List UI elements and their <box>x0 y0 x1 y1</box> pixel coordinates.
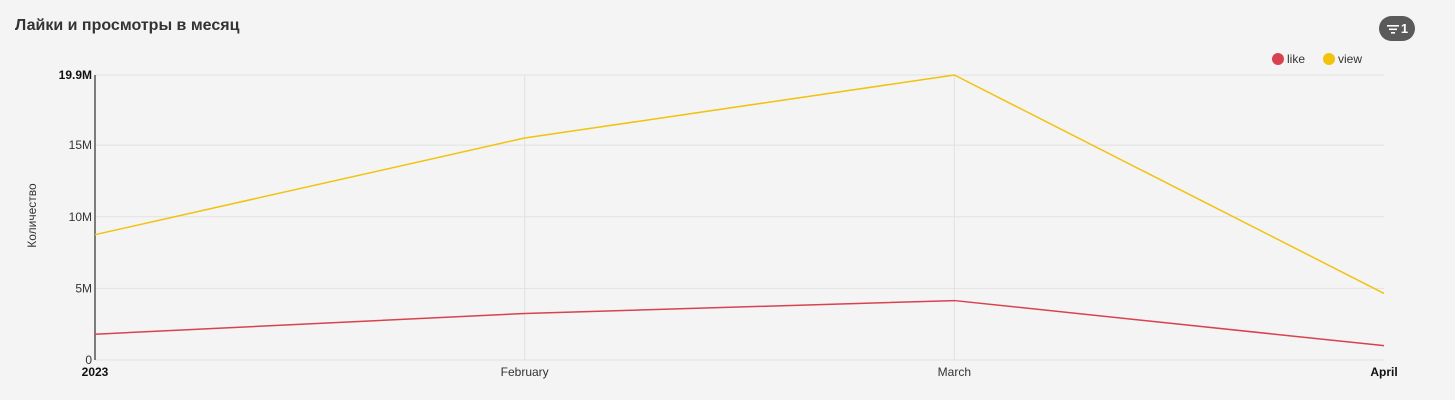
x-tick-label: March <box>938 365 971 379</box>
legend-dot-like <box>1272 53 1284 65</box>
x-tick-label: 2023 <box>82 365 109 379</box>
x-tick-label: February <box>501 365 549 379</box>
legend-label: view <box>1338 52 1363 66</box>
y-tick-label: 19.9M <box>59 68 92 82</box>
y-axis-title: Количество <box>25 183 39 248</box>
series-line-like <box>94 299 1385 347</box>
filter-count: 1 <box>1400 21 1409 36</box>
y-tick-label: 15M <box>69 138 92 152</box>
legend-item-like[interactable]: like <box>1272 52 1305 66</box>
filter-lines-icon <box>1386 24 1399 34</box>
chart-title: Лайки и просмотры в месяц <box>15 17 240 34</box>
x-tick-label: April <box>1370 365 1397 379</box>
filter-button[interactable]: 1 <box>1379 16 1415 41</box>
y-tick-label: 5M <box>75 281 92 295</box>
legend-label: like <box>1287 52 1306 66</box>
legend-dot-view <box>1323 53 1336 65</box>
y-tick-label: 10M <box>69 210 92 224</box>
legend-item-view[interactable]: view <box>1323 52 1362 66</box>
legend: like view <box>1272 52 1380 66</box>
series-line-view <box>94 74 1385 295</box>
y-tick-label: 0 <box>85 353 92 367</box>
